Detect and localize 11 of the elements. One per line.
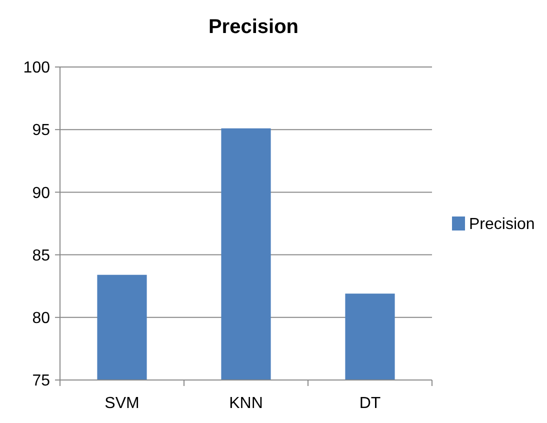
- y-tick-label: 85: [32, 247, 50, 264]
- y-tick-label: 80: [32, 310, 50, 327]
- y-tick-label: 75: [32, 372, 50, 390]
- x-tick-label: SVM: [104, 395, 140, 412]
- y-tick-label: 90: [32, 184, 50, 202]
- x-tick-label: KNN: [229, 395, 263, 412]
- y-tick-label: 100: [23, 60, 50, 77]
- x-tick-label: DT: [359, 395, 381, 412]
- legend-label: Precision: [469, 216, 535, 234]
- chart-title: Precision: [208, 16, 299, 38]
- y-tick-label: 95: [32, 122, 50, 140]
